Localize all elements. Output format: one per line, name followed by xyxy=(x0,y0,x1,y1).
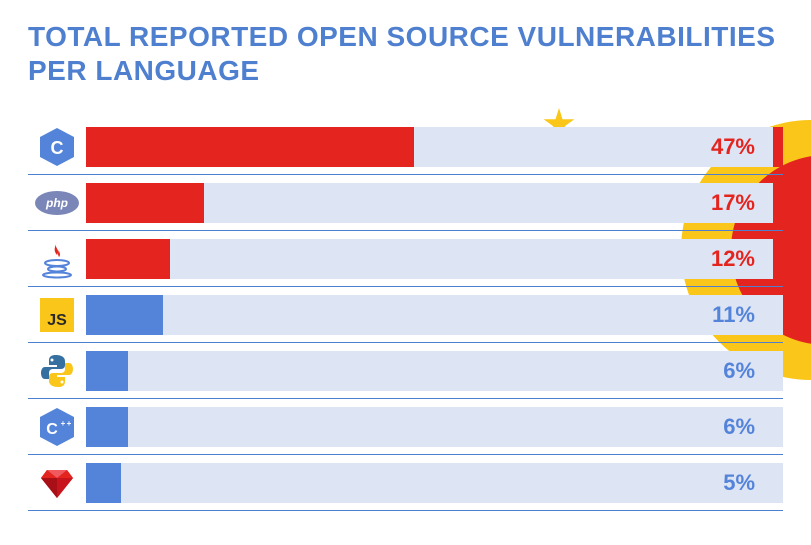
bar-cap xyxy=(773,127,783,167)
bar-track: 6% xyxy=(86,351,783,391)
php-icon: php xyxy=(28,190,86,216)
bar-track: 17% xyxy=(86,183,783,223)
bar-track: 11% xyxy=(86,295,783,335)
row-php: php 17% xyxy=(28,175,783,231)
bar-fill xyxy=(86,463,121,503)
row-java: 12% xyxy=(28,231,783,287)
bar-track: 12% xyxy=(86,239,783,279)
row-cpp: C + + 6% xyxy=(28,399,783,455)
row-python: 6% xyxy=(28,343,783,399)
bar-pct: 6% xyxy=(723,414,755,440)
bar-pct: 11% xyxy=(712,302,755,328)
java-icon xyxy=(28,239,86,279)
bar-fill xyxy=(86,127,414,167)
c-icon: C xyxy=(28,127,86,167)
bar-pct: 5% xyxy=(723,470,755,496)
chart-container: TOTAL REPORTED OPEN SOURCE VULNERABILITI… xyxy=(0,0,811,531)
bar-rows: C 47% php 17% xyxy=(28,119,783,511)
bar-pct: 17% xyxy=(711,190,755,216)
svg-text:C: C xyxy=(51,138,64,158)
bar-fill xyxy=(86,351,128,391)
chart-title: TOTAL REPORTED OPEN SOURCE VULNERABILITI… xyxy=(28,20,783,87)
bar-fill xyxy=(86,183,204,223)
bar-fill xyxy=(86,295,163,335)
row-js: JS 11% xyxy=(28,287,783,343)
bar-cap xyxy=(773,239,783,279)
javascript-icon: JS xyxy=(28,298,86,332)
row-c: C 47% xyxy=(28,119,783,175)
bar-pct: 47% xyxy=(711,134,755,160)
bar-cap xyxy=(773,183,783,223)
bar-fill xyxy=(86,407,128,447)
bar-pct: 6% xyxy=(723,358,755,384)
ruby-icon xyxy=(28,466,86,500)
bar-pct: 12% xyxy=(711,246,755,272)
python-icon xyxy=(28,353,86,389)
bar-fill xyxy=(86,239,170,279)
svg-text:JS: JS xyxy=(47,312,67,329)
bar-track: 47% xyxy=(86,127,783,167)
svg-text:php: php xyxy=(45,196,68,210)
bar-track: 6% xyxy=(86,407,783,447)
row-ruby: 5% xyxy=(28,455,783,511)
svg-text:+: + xyxy=(67,419,72,428)
svg-text:C: C xyxy=(46,421,58,438)
cpp-icon: C + + xyxy=(28,407,86,447)
bar-track: 5% xyxy=(86,463,783,503)
svg-text:+: + xyxy=(61,419,66,428)
